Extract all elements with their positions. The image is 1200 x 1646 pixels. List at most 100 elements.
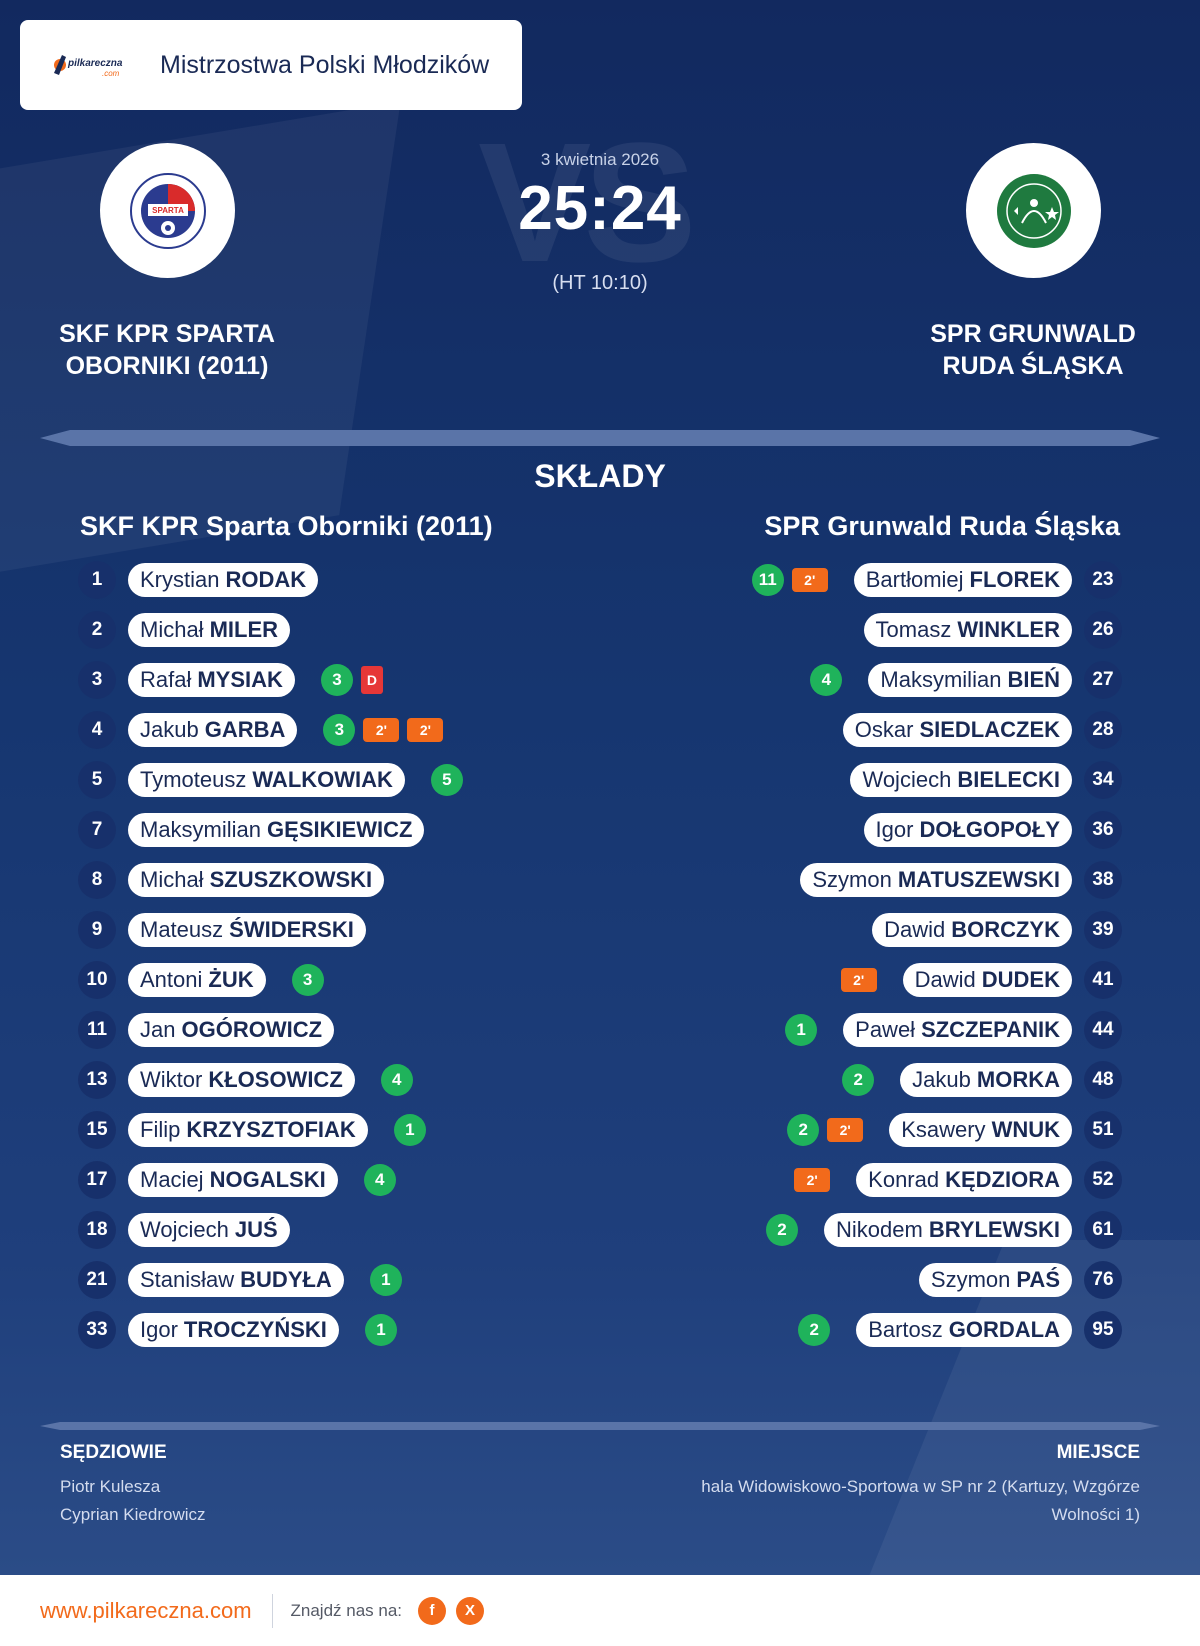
jersey-number: 13: [78, 1061, 116, 1099]
vs-watermark: VS: [478, 108, 697, 298]
player-first-name: Antoni: [140, 967, 203, 992]
player-first-name: Jan: [140, 1017, 176, 1042]
player-last-name: SIEDLACZEK: [919, 717, 1060, 742]
player-last-name: KĘDZIORA: [945, 1167, 1060, 1192]
divider: [40, 430, 1160, 446]
player-row: 2 2' Ksawery WNUK 51: [748, 1105, 1122, 1155]
player-name: Maksymilian GĘSIKIEWICZ: [128, 813, 425, 847]
referees-title: SĘDZIOWIE: [60, 1442, 167, 1463]
player-row: 21 Stanisław BUDYŁA 1: [78, 1255, 467, 1305]
away-team-name: SPR GRUNWALD RUDA ŚLĄSKA: [883, 318, 1183, 382]
goals-badge: 2: [766, 1214, 798, 1246]
match-poster: VS pilkareczna .com Mistrzostwa Polski M…: [0, 0, 1200, 1575]
player-row: 1 Krystian RODAK: [78, 555, 467, 605]
player-row: Tomasz WINKLER 26: [748, 605, 1122, 655]
goals-badge: 11: [751, 564, 784, 596]
venue-line: hala Widowiskowo-Sportowa w SP nr 2 (Kar…: [701, 1477, 1140, 1496]
player-last-name: GARBA: [204, 717, 286, 742]
player-row: 1 Paweł SZCZEPANIK 44: [748, 1005, 1122, 1055]
suspension-badge: 2': [791, 568, 828, 592]
player-stats: 1: [366, 1264, 406, 1296]
player-name: Tymoteusz WALKOWIAK: [128, 763, 405, 797]
referees-section: SĘDZIOWIE Piotr Kulesza Cyprian Kiedrowi…: [60, 1442, 206, 1529]
website-link[interactable]: www.pilkareczna.com: [40, 1597, 252, 1623]
player-stats: 3: [288, 964, 328, 996]
suspension-badge: 2': [407, 718, 444, 742]
player-last-name: FLOREK: [969, 567, 1060, 592]
player-first-name: Tomasz: [875, 617, 952, 642]
league-header: pilkareczna .com Mistrzostwa Polski Młod…: [20, 20, 522, 110]
away-roster: 11 2' Bartłomiej FLOREK 23 Tomasz WINKLER 26 4 Ma…: [748, 555, 1122, 1355]
jersey-number: 76: [1084, 1261, 1122, 1299]
goals-badge: 3: [291, 964, 324, 996]
jersey-number: 9: [78, 911, 116, 949]
player-row: 2' Konrad KĘDZIORA 52: [748, 1155, 1122, 1205]
player-last-name: JUŚ: [234, 1217, 278, 1242]
jersey-number: 7: [78, 811, 116, 849]
player-first-name: Jakub: [140, 717, 199, 742]
player-first-name: Maksymilian: [140, 817, 262, 842]
jersey-number: 11: [78, 1011, 116, 1049]
player-row: 9 Mateusz ŚWIDERSKI: [78, 905, 467, 955]
away-roster-title: SPR Grunwald Ruda Śląska: [764, 511, 1120, 541]
player-stats: 2: [838, 1064, 878, 1096]
player-name: Ksawery WNUK: [889, 1113, 1072, 1147]
player-stats: 4: [360, 1164, 400, 1196]
goals-badge: 1: [393, 1114, 426, 1146]
referee-name: Piotr Kulesza: [60, 1477, 161, 1496]
player-last-name: ŚWIDERSKI: [229, 917, 354, 942]
pilkareczna-logo-icon: pilkareczna .com: [50, 45, 140, 85]
goals-badge: 3: [323, 714, 356, 746]
player-first-name: Maksymilian: [880, 667, 1002, 692]
player-row: 10 Antoni ŻUK 3: [78, 955, 467, 1005]
player-row: 15 Filip KRZYSZTOFIAK 1: [78, 1105, 467, 1155]
player-name: Wojciech JUŚ: [128, 1213, 290, 1247]
player-name: Krystian RODAK: [128, 563, 319, 597]
home-roster-title: SKF KPR Sparta Oborniki (2011): [80, 511, 493, 541]
facebook-icon[interactable]: f: [418, 1596, 447, 1625]
jersey-number: 15: [78, 1111, 116, 1149]
home-team-name-line2: OBORNIKI (2011): [65, 352, 269, 380]
jersey-number: 52: [1084, 1161, 1122, 1199]
player-name: Paweł SZCZEPANIK: [843, 1013, 1072, 1047]
player-first-name: Dawid: [884, 917, 946, 942]
jersey-number: 34: [1084, 761, 1122, 799]
player-stats: 2': [837, 968, 881, 992]
player-first-name: Rafał: [140, 667, 192, 692]
player-name: Mateusz ŚWIDERSKI: [128, 913, 366, 947]
player-name: Antoni ŻUK: [128, 963, 266, 997]
player-name: Wojciech BIELECKI: [850, 763, 1072, 797]
player-first-name: Igor: [875, 817, 914, 842]
player-name: Stanisław BUDYŁA: [128, 1263, 344, 1297]
away-team-name-line2: RUDA ŚLĄSKA: [942, 352, 1124, 380]
jersey-number: 44: [1084, 1011, 1122, 1049]
find-us-label: Znajdź nas na:: [290, 1600, 403, 1620]
player-first-name: Filip: [140, 1117, 181, 1142]
goals-badge: 4: [380, 1064, 413, 1096]
player-stats: 2 2': [783, 1114, 867, 1146]
goals-badge: 2: [842, 1064, 875, 1096]
player-row: 4 Maksymilian BIEŃ 27: [748, 655, 1122, 705]
player-last-name: WALKOWIAK: [252, 767, 393, 792]
player-first-name: Igor: [140, 1317, 178, 1342]
jersey-number: 10: [78, 961, 116, 999]
player-first-name: Dawid: [914, 967, 976, 992]
player-name: Dawid DUDEK: [902, 963, 1072, 997]
player-last-name: MATUSZEWSKI: [897, 867, 1060, 892]
player-stats: 2: [762, 1214, 802, 1246]
player-last-name: WINKLER: [957, 617, 1060, 642]
jersey-number: 95: [1084, 1311, 1122, 1349]
player-name: Igor DOŁGOPOŁY: [863, 813, 1072, 847]
player-last-name: WNUK: [991, 1117, 1060, 1142]
away-team-logo: [966, 143, 1101, 278]
player-first-name: Nikodem: [836, 1217, 923, 1242]
venue-section: MIEJSCE hala Widowiskowo-Sportowa w SP n…: [660, 1442, 1140, 1529]
player-row: 18 Wojciech JUŚ: [78, 1205, 467, 1255]
player-stats: 4: [806, 664, 846, 696]
x-icon[interactable]: X: [456, 1596, 485, 1625]
jersey-number: 3: [78, 661, 116, 699]
player-last-name: KŁOSOWICZ: [208, 1067, 343, 1092]
player-first-name: Oskar: [854, 717, 914, 742]
player-stats: 1: [361, 1314, 401, 1346]
goals-badge: 2: [787, 1114, 820, 1146]
